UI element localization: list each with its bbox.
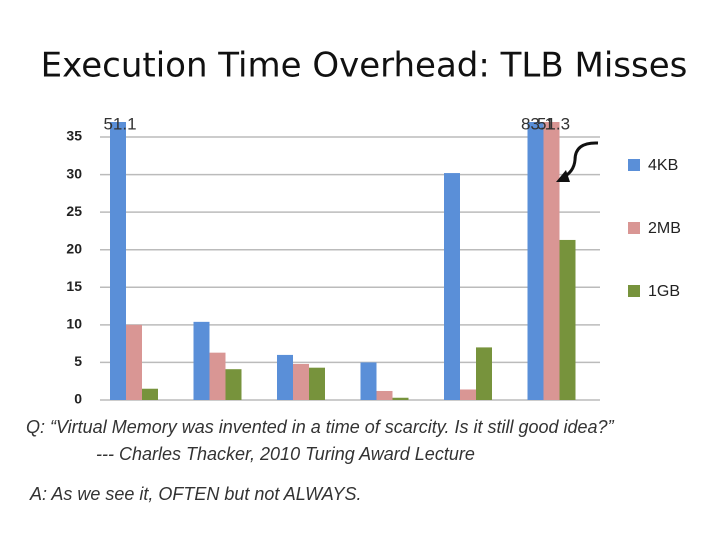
bar <box>225 369 242 400</box>
bar <box>193 321 210 400</box>
y-tick-label: 10 <box>66 316 82 332</box>
legend-swatch <box>628 159 640 171</box>
bar <box>543 122 560 400</box>
y-tick-label: 35 <box>66 128 82 144</box>
y-tick-label: 20 <box>66 240 82 256</box>
arrow-head <box>556 170 570 182</box>
bar <box>110 122 126 400</box>
bar <box>277 354 293 400</box>
attribution: --- Charles Thacker, 2010 Turing Award L… <box>96 444 475 464</box>
bar <box>209 352 226 400</box>
bar <box>309 367 325 400</box>
question: Q: “Virtual Memory was invented in a tim… <box>26 417 615 437</box>
y-tick-label: 30 <box>66 165 82 181</box>
y-tick-label: 15 <box>66 278 82 294</box>
bar <box>460 389 476 400</box>
value-label: 83.1 <box>521 114 554 133</box>
legend-swatch <box>628 285 640 297</box>
bar <box>559 239 576 400</box>
legend-label: 4KB <box>648 157 678 174</box>
value-label: 51.3 <box>537 114 570 133</box>
bar <box>392 397 409 400</box>
bar <box>444 173 460 400</box>
bar <box>527 122 544 400</box>
bars <box>110 122 576 400</box>
bar <box>142 388 158 400</box>
arrow <box>561 141 599 180</box>
slide-title: Execution Time Overhead: TLB Misses <box>41 46 688 86</box>
y-tick-label: 5 <box>74 353 82 369</box>
bar <box>293 363 309 400</box>
legend-label: 1GB <box>648 283 680 300</box>
legend-swatch <box>628 222 640 234</box>
bar <box>126 324 142 400</box>
y-tick-label: 25 <box>66 203 82 219</box>
value-label: 51.1 <box>103 114 136 133</box>
bar <box>360 362 377 400</box>
bar <box>476 347 492 400</box>
bar <box>376 390 393 400</box>
y-tick-label: 0 <box>74 391 82 407</box>
legend-label: 2MB <box>648 220 681 237</box>
answer: A: As we see it, OFTEN but not ALWAYS. <box>29 484 361 504</box>
